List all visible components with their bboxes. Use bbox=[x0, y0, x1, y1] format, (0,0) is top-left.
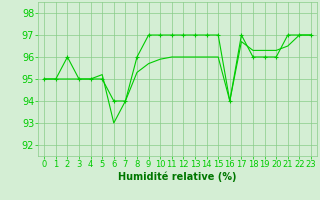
X-axis label: Humidité relative (%): Humidité relative (%) bbox=[118, 172, 237, 182]
